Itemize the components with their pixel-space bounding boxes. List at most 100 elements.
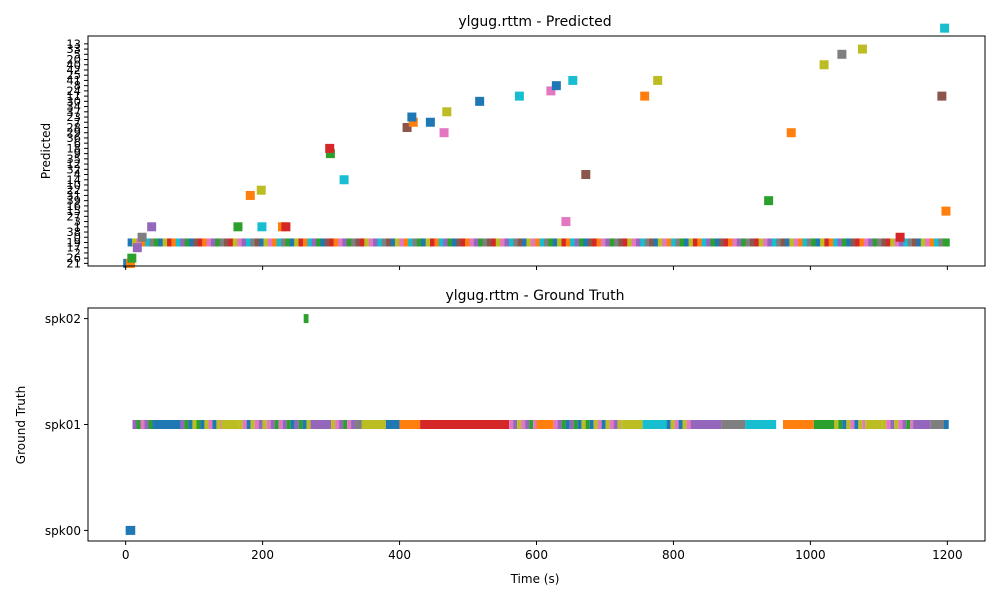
- predicted-y-tick-label: 6: [74, 136, 81, 150]
- predicted-y-tick-label: 2: [74, 246, 81, 260]
- predicted-band-mark: [272, 238, 280, 247]
- predicted-band-mark: [149, 238, 157, 247]
- predicted-band-mark: [263, 238, 271, 247]
- ground-truth-segment: [136, 420, 141, 429]
- predicted-band-mark: [504, 238, 512, 247]
- predicted-band-mark: [583, 238, 591, 247]
- ground-truth-x-tick-label: 200: [251, 548, 274, 562]
- predicted-y-tick-label: 33: [66, 42, 81, 56]
- predicted-band-mark: [403, 238, 411, 247]
- ground-truth-segment: [865, 420, 883, 429]
- predicted-band-mark: [618, 238, 626, 247]
- predicted-band-mark: [513, 238, 521, 247]
- ground-truth-segment: [152, 420, 154, 429]
- predicted-point: [132, 243, 142, 253]
- predicted-point: [514, 91, 524, 101]
- predicted-band-mark: [574, 238, 582, 247]
- ground-truth-x-tick-label: 1200: [932, 548, 963, 562]
- predicted-point: [568, 75, 578, 85]
- predicted-band-mark: [548, 238, 556, 247]
- predicted-band-mark: [486, 238, 494, 247]
- predicted-y-tick-label: 18: [66, 141, 81, 155]
- ground-truth-segment: [850, 420, 855, 429]
- predicted-band-mark: [162, 238, 170, 247]
- predicted-y-tick-label: 11: [66, 89, 81, 103]
- predicted-band-mark: [890, 238, 898, 247]
- predicted-point: [257, 222, 267, 232]
- predicted-band-mark: [478, 238, 486, 247]
- ground-truth-segment: [581, 420, 586, 429]
- predicted-point: [281, 222, 291, 232]
- predicted-band-mark: [342, 238, 350, 247]
- predicted-band-mark: [132, 238, 140, 247]
- predicted-title: ylgug.rttm - Predicted: [458, 14, 611, 30]
- ground-truth-y-axis-label: Ground Truth: [14, 386, 28, 464]
- predicted-band-mark: [447, 238, 455, 247]
- ground-truth-segment: [693, 420, 722, 429]
- ground-truth-segment: [192, 420, 197, 429]
- predicted-y-tick-label: 20: [66, 53, 81, 67]
- ground-truth-segment: [589, 420, 594, 429]
- predicted-band-mark: [219, 238, 227, 247]
- predicted-band-mark: [710, 238, 718, 247]
- ground-truth-segment: [306, 420, 311, 429]
- predicted-y-tick-label: 25: [66, 68, 81, 82]
- ground-truth-segment: [930, 420, 948, 429]
- predicted-band-mark: [254, 238, 262, 247]
- predicted-y-tick-label: 5: [74, 47, 81, 61]
- predicted-band-mark: [596, 238, 604, 247]
- predicted-y-tick-label: 9: [74, 147, 81, 161]
- predicted-point: [439, 128, 449, 138]
- predicted-band-mark: [298, 238, 306, 247]
- predicted-band-mark: [614, 238, 622, 247]
- predicted-band-mark: [539, 238, 547, 247]
- ground-truth-segment: [140, 420, 145, 429]
- ground-truth-segment: [573, 420, 578, 429]
- ground-truth-segment: [854, 420, 859, 429]
- predicted-band-mark: [175, 238, 183, 247]
- predicted-band-mark: [714, 238, 722, 247]
- ground-truth-segment: [745, 420, 777, 429]
- predicted-band-mark: [771, 238, 779, 247]
- ground-truth-segment: [180, 420, 185, 429]
- predicted-point: [127, 253, 137, 263]
- ground-truth-segment: [593, 420, 598, 429]
- predicted-band-mark: [294, 238, 302, 247]
- ground-truth-x-tick-label: 1000: [795, 548, 826, 562]
- predicted-band-mark: [688, 238, 696, 247]
- predicted-y-tick-label: 31: [66, 188, 81, 202]
- predicted-band-mark: [938, 238, 946, 247]
- ground-truth-segment: [184, 420, 189, 429]
- predicted-band-mark: [171, 238, 179, 247]
- ground-truth-segment: [258, 420, 263, 429]
- predicted-point: [442, 107, 452, 117]
- predicted-point: [125, 258, 135, 268]
- predicted-point: [764, 196, 774, 206]
- ground-truth-segment: [557, 420, 562, 429]
- predicted-band-mark: [942, 238, 950, 247]
- ground-truth-segment: [721, 420, 746, 429]
- predicted-band-mark: [416, 238, 424, 247]
- predicted-band-mark: [933, 238, 941, 247]
- ground-truth-segment: [278, 420, 283, 429]
- predicted-y-tick-label: 8: [74, 79, 81, 93]
- predicted-band-mark: [579, 238, 587, 247]
- predicted-band-mark: [167, 238, 175, 247]
- predicted-y-tick-label: 28: [66, 120, 81, 134]
- predicted-band-mark: [473, 238, 481, 247]
- ground-truth-segment: [221, 420, 239, 429]
- predicted-band-mark: [364, 238, 372, 247]
- predicted-band-mark: [850, 238, 858, 247]
- predicted-band-mark: [140, 238, 148, 247]
- predicted-band-mark: [377, 238, 385, 247]
- ground-truth-segment: [188, 420, 193, 429]
- predicted-y-tick-label: 16: [66, 199, 81, 213]
- predicted-band-mark: [460, 238, 468, 247]
- predicted-band-mark: [570, 238, 578, 247]
- predicted-band-mark: [193, 238, 201, 247]
- predicted-y-tick-label: 23: [66, 110, 81, 124]
- predicted-band-mark: [701, 238, 709, 247]
- ground-truth-segment: [886, 420, 891, 429]
- ground-truth-segment: [200, 420, 205, 429]
